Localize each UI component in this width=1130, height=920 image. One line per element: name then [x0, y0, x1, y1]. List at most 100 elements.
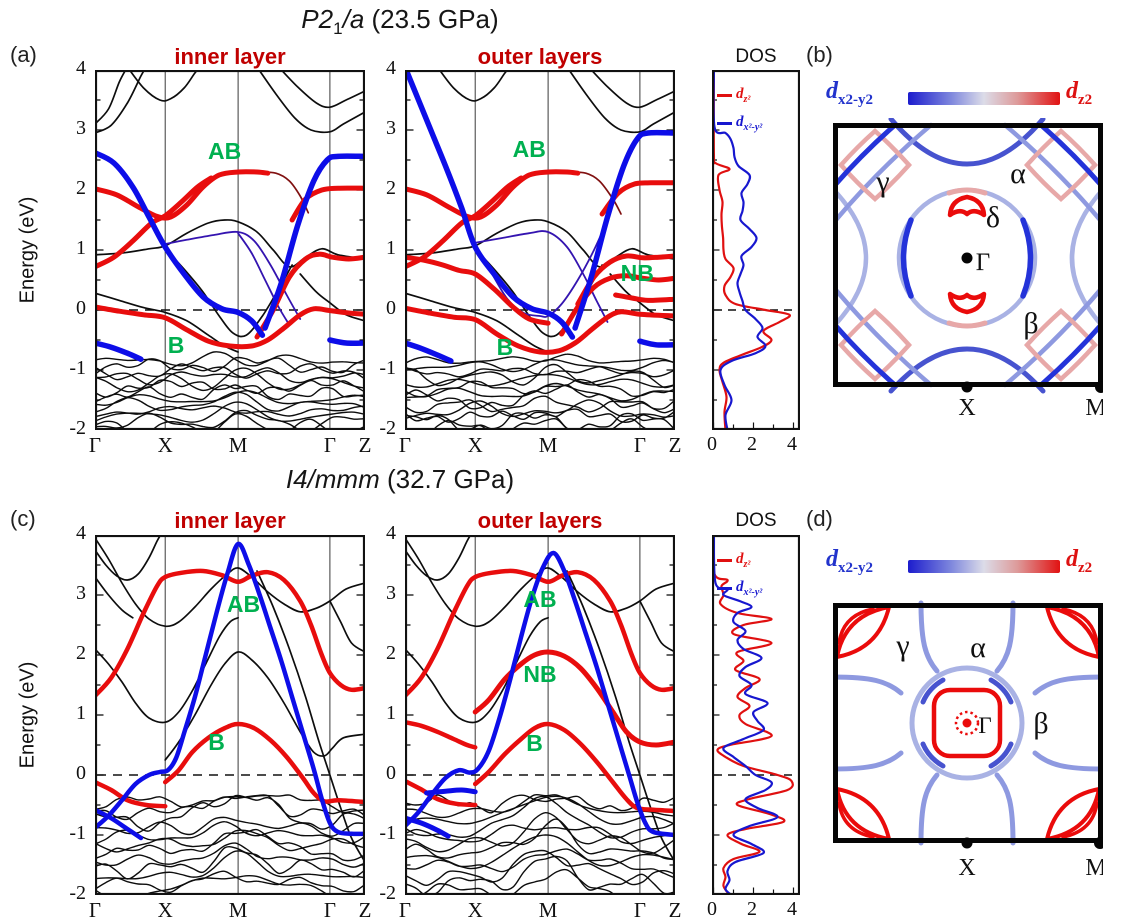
black-band-curve: [280, 70, 365, 109]
panel-label-a: (a): [10, 42, 37, 67]
energy-tick-label: 0: [76, 297, 86, 319]
fs-corner-curve: [1023, 307, 1099, 383]
legend-label: dx²-y²: [736, 114, 763, 133]
fs-label-β: β: [1033, 707, 1048, 740]
blue-band-curve: [262, 153, 365, 331]
panel-label-c: (c): [10, 506, 36, 531]
fs-label-Γ: Γ: [976, 249, 990, 276]
band-plot-c-outer: AB NB B: [405, 535, 675, 895]
fs-sheet-curve: [988, 741, 1014, 769]
fs-sheet-curve: [918, 600, 940, 674]
dos-curve: [712, 70, 792, 430]
energy-tick-label: 2: [386, 642, 396, 664]
row2-title: I4/mmm (32.7 GPa): [150, 464, 650, 495]
fs-sheet-curve: [1032, 674, 1103, 696]
panel-label-d: (d): [806, 506, 833, 531]
valence-band-curve: [405, 384, 675, 410]
black-band-curve: [405, 292, 549, 353]
colorbar-gradient-d: [908, 560, 1060, 573]
fs-corner-curve: [1002, 122, 1103, 224]
plot-border: [405, 535, 675, 895]
energy-tick-label: 3: [386, 117, 396, 139]
valence-band-curve: [405, 818, 675, 861]
k-point-label: X: [467, 433, 483, 457]
k-point-label: M: [228, 433, 248, 457]
high-symmetry-point: [961, 381, 973, 393]
fs-sheet-curve: [920, 741, 946, 769]
fs-beta-ring: [909, 665, 1025, 781]
black-band-curve: [405, 535, 472, 581]
red-band-curve: [95, 779, 168, 809]
fs-corner-curve: [833, 286, 934, 388]
fs-sheet-curve: [1061, 607, 1099, 645]
fs-gamma-square: [931, 687, 1003, 759]
dos-legend-entry: dx²-y²: [717, 114, 762, 133]
blue-band-curve: [95, 150, 266, 338]
valence-band-curve: [95, 794, 365, 821]
k-point-label: X: [467, 898, 483, 920]
colorbar-label-dx2y2-d: dx2-y2: [826, 546, 873, 576]
energy-tick-label: 1: [76, 237, 86, 259]
black-band-curve: [95, 70, 127, 125]
energy-axis-label-row2: Energy (eV): [16, 661, 39, 769]
blue-band-curve: [405, 550, 675, 838]
fs-sheet-curve: [833, 185, 869, 331]
black-band-curve: [639, 600, 675, 653]
fs-label-X: X: [958, 395, 975, 418]
fs-label-X: X: [958, 855, 975, 881]
fs-sheet-curve: [1044, 786, 1102, 842]
energy-tick-label: -2: [69, 882, 86, 904]
darkblue-band-curve: [164, 230, 302, 320]
black-band-curve: [95, 535, 162, 581]
valence-band-curve: [405, 795, 675, 825]
high-symmetry-point: [1095, 381, 1103, 393]
fs-delta-pocket: [947, 194, 987, 218]
energy-tick-label: -1: [379, 822, 396, 844]
darkblue-band-curve: [474, 230, 609, 323]
energy-tick-label: 2: [76, 642, 86, 664]
red-band-curve: [405, 175, 524, 270]
fs-sheet-curve: [833, 674, 904, 696]
band-label-NB: NB: [523, 661, 556, 687]
band-plot-a-inner: AB B: [95, 70, 365, 430]
valence-band-curve: [405, 408, 675, 423]
energy-axis-label-row1: Energy (eV): [16, 196, 39, 304]
valence-band-curve: [405, 417, 667, 430]
band-label-B: B: [208, 729, 225, 755]
red-band-curve: [95, 169, 271, 221]
panel-label-b: (b): [806, 42, 833, 67]
valence-band-curve: [95, 794, 365, 832]
high-symmetry-point: [961, 837, 973, 849]
fs-corner-curve: [833, 322, 898, 388]
band-structure-svg: AB NB B: [405, 70, 675, 430]
fs-label-M: M: [1085, 855, 1103, 881]
dos-x-tick-label: 2: [747, 433, 757, 455]
dos-x-tick-label: 2: [747, 898, 757, 920]
energy-tick-label: 0: [76, 762, 86, 784]
black-band-curve: [164, 247, 293, 338]
k-point-label: Z: [668, 433, 682, 457]
dos-x-tick-label: 0: [707, 898, 717, 920]
dos-legend-entry: dx²-y²: [717, 579, 762, 598]
title-segment: /: [307, 464, 315, 494]
k-point-label: X: [157, 433, 173, 457]
plot-border: [95, 70, 365, 430]
fs-center-pocket: [962, 718, 972, 728]
k-point-label: Γ: [633, 433, 646, 457]
k-point-label: Γ: [323, 433, 336, 457]
blue-band-curve: [95, 807, 144, 841]
energy-tick-label: -2: [69, 417, 86, 439]
fs-label-δ: δ: [986, 201, 1000, 234]
valence-band-curve: [95, 412, 365, 430]
colorbar-label-dx2y2-b: dx2-y2: [826, 78, 873, 108]
fs-sheet-curve: [888, 346, 1046, 394]
red-band-curve: [472, 649, 675, 748]
dos-plot-c: [712, 535, 800, 895]
band-label-AB: AB: [227, 591, 260, 617]
blue-band-curve: [327, 337, 365, 346]
dos-legend-entry: dz²: [717, 551, 750, 570]
k-point-label: Γ: [323, 898, 336, 920]
red-band-curve: [472, 721, 675, 814]
black-band-curve: [95, 219, 365, 268]
legend-label: dz²: [736, 86, 751, 105]
